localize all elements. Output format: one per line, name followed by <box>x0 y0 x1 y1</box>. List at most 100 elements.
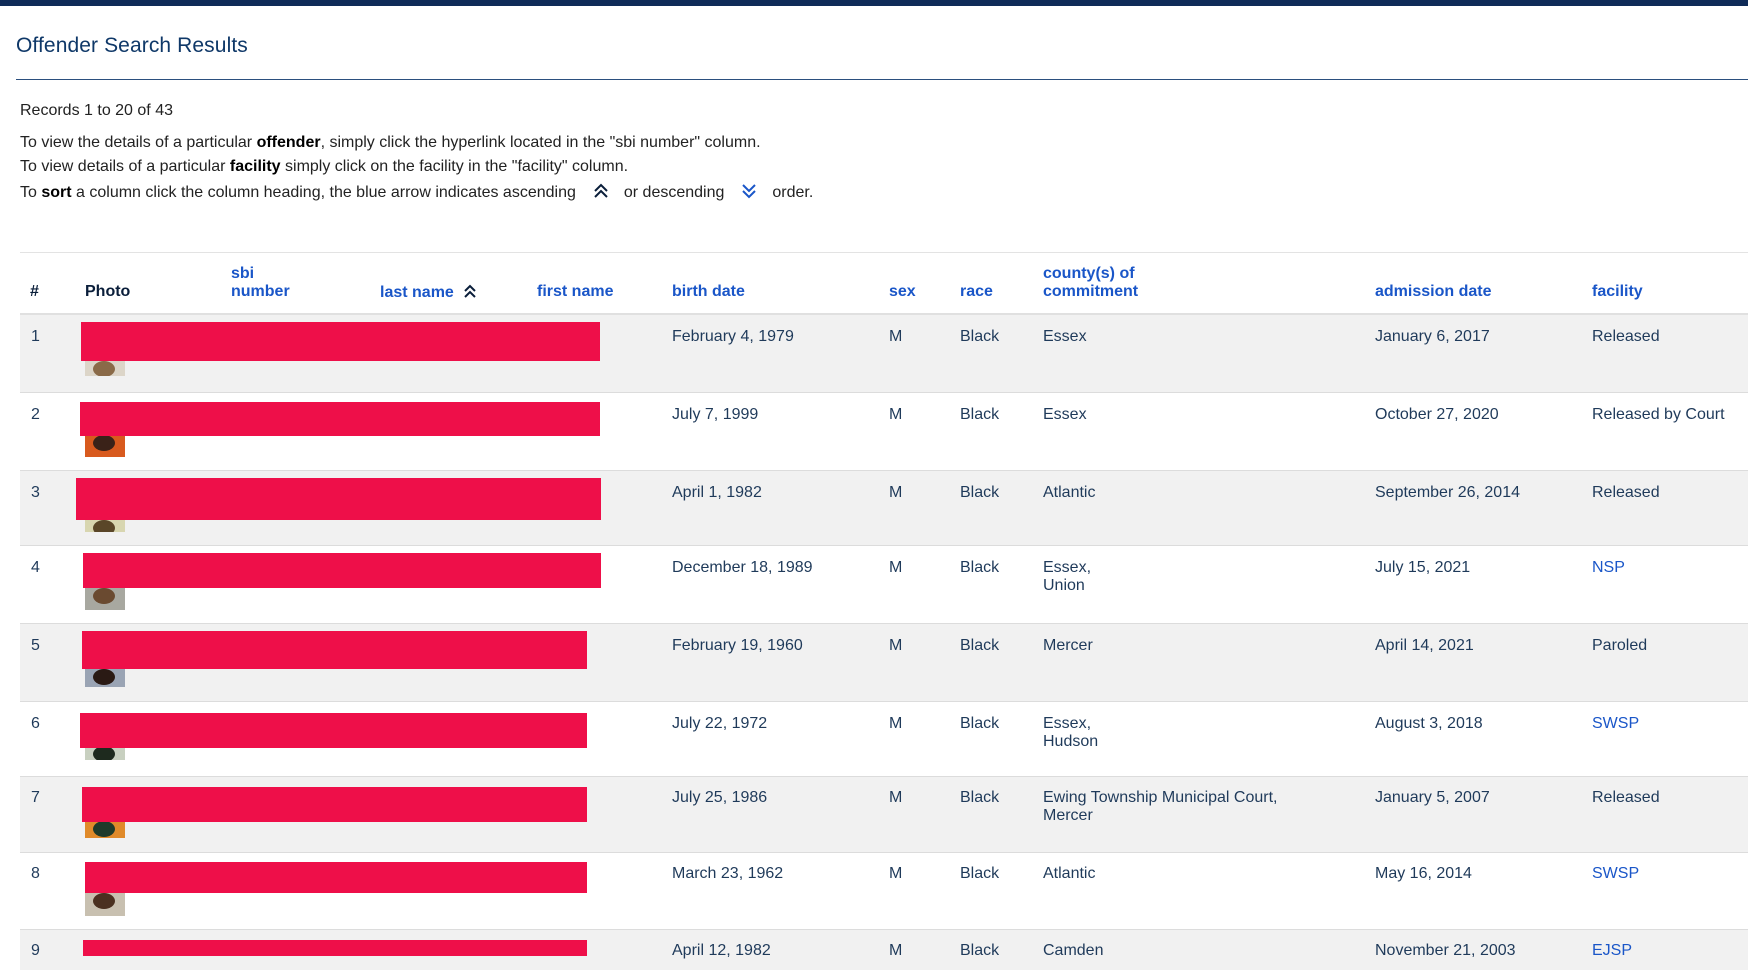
county-line: Ewing Township Municipal Court, <box>1043 789 1278 806</box>
table-top-divider <box>20 252 1748 253</box>
cell-county: Atlantic <box>1043 484 1095 502</box>
cell-county: Essex <box>1043 328 1087 346</box>
offender-photo[interactable] <box>85 586 125 610</box>
instruction-facility: To view details of a particular facility… <box>20 158 628 176</box>
cell-county: Ewing Township Municipal Court, Mercer <box>1043 789 1277 825</box>
offender-photo[interactable] <box>85 821 125 838</box>
county-line: Mercer <box>1043 807 1093 824</box>
county-line: Essex <box>1043 406 1087 423</box>
county-line: Essex <box>1043 328 1087 345</box>
cell-birth-date: July 25, 1986 <box>672 789 768 806</box>
col-header-sex[interactable]: sex <box>889 283 916 300</box>
cell-facility: Released <box>1592 328 1660 345</box>
col-header-label: commitment <box>1043 283 1139 300</box>
cell-birth-date: April 12, 1982 <box>672 942 771 959</box>
cell-birth-date: February 4, 1979 <box>672 328 794 345</box>
col-header-facility[interactable]: facility <box>1592 283 1643 300</box>
double-chevron-down-icon <box>740 182 758 200</box>
instruction-text: simply click on the facility in the "fac… <box>280 158 629 175</box>
cell-race: Black <box>960 637 1000 654</box>
col-header-sbi-number[interactable]: sbi number <box>231 265 290 301</box>
redaction-bar <box>80 402 600 436</box>
cell-county: Essex <box>1043 406 1087 424</box>
cell-race: Black <box>960 865 1000 882</box>
table-row: 4 December 18, 1989 M Black Essex, Union … <box>20 546 1748 624</box>
records-count: Records 1 to 20 of 43 <box>20 102 173 119</box>
col-header-admission-date[interactable]: admission date <box>1375 283 1492 300</box>
offender-photo[interactable] <box>85 520 125 532</box>
cell-race: Black <box>960 715 1000 732</box>
title-divider <box>16 79 1748 80</box>
table-row: 6 July 22, 1972 M Black Essex, Hudson Aug… <box>20 702 1748 777</box>
county-line: Essex, <box>1043 559 1092 576</box>
col-header-last-name[interactable]: last name <box>380 283 478 302</box>
cell-admission-date: July 15, 2021 <box>1375 559 1471 576</box>
cell-facility-link[interactable]: EJSP <box>1592 942 1633 959</box>
county-line: Camden <box>1043 942 1104 959</box>
redaction-bar <box>82 787 587 822</box>
cell-number: 4 <box>31 559 40 576</box>
cell-race: Black <box>960 942 1000 959</box>
cell-number: 7 <box>31 789 40 806</box>
cell-county: Essex, Hudson <box>1043 715 1098 751</box>
cell-number: 9 <box>31 942 40 959</box>
offender-photo[interactable] <box>85 893 125 916</box>
county-line: Atlantic <box>1043 484 1096 501</box>
cell-sex: M <box>889 942 903 959</box>
col-header-county[interactable]: county(s) of commitment <box>1043 265 1138 301</box>
col-header-birth-date[interactable]: birth date <box>672 283 745 300</box>
sort-ascending-icon <box>462 283 478 299</box>
cell-sex: M <box>889 865 903 882</box>
cell-admission-date: August 3, 2018 <box>1375 715 1483 732</box>
redaction-bar <box>81 322 600 361</box>
cell-number: 3 <box>31 484 40 501</box>
cell-admission-date: May 16, 2014 <box>1375 865 1472 882</box>
table-header-divider <box>20 313 1748 315</box>
instruction-text: To view details of a particular <box>20 158 230 175</box>
cell-admission-date: January 5, 2007 <box>1375 789 1490 806</box>
county-line: Atlantic <box>1043 865 1096 882</box>
cell-facility-link[interactable]: SWSP <box>1592 865 1640 882</box>
table-row: 2 July 7, 1999 M Black Essex October 27,… <box>20 393 1748 471</box>
cell-facility: Paroled <box>1592 637 1648 654</box>
offender-photo[interactable] <box>85 359 125 376</box>
cell-sex: M <box>889 406 903 423</box>
cell-admission-date: September 26, 2014 <box>1375 484 1520 501</box>
cell-number: 8 <box>31 865 40 882</box>
cell-sex: M <box>889 789 903 806</box>
col-header-first-name[interactable]: first name <box>537 283 614 300</box>
top-brand-bar <box>0 0 1748 6</box>
cell-birth-date: December 18, 1989 <box>672 559 813 576</box>
instruction-bold: facility <box>229 158 281 175</box>
cell-facility: Released <box>1592 789 1660 806</box>
cell-facility-link[interactable]: NSP <box>1592 559 1625 576</box>
col-header-number: # <box>30 283 39 300</box>
instruction-bold: offender <box>256 134 321 151</box>
cell-race: Black <box>960 484 1000 501</box>
offender-photo[interactable] <box>85 669 125 687</box>
instruction-sort: To sort a column click the column headin… <box>20 182 813 202</box>
cell-county: Essex, Union <box>1043 559 1091 595</box>
offender-photo[interactable] <box>85 746 125 760</box>
cell-race: Black <box>960 559 1000 576</box>
cell-facility-link[interactable]: SWSP <box>1592 715 1640 732</box>
instruction-text: To view the details of a particular <box>20 134 257 151</box>
col-header-race[interactable]: race <box>960 283 993 300</box>
cell-admission-date: October 27, 2020 <box>1375 406 1499 423</box>
instruction-text: or descending <box>623 184 725 201</box>
cell-county: Camden <box>1043 942 1103 960</box>
col-header-label: number <box>231 283 290 300</box>
cell-county: Atlantic <box>1043 865 1095 883</box>
cell-admission-date: November 21, 2003 <box>1375 942 1516 959</box>
offender-photo[interactable] <box>85 435 125 457</box>
cell-sex: M <box>889 328 903 345</box>
redaction-bar <box>83 940 587 956</box>
instruction-text: , simply click the hyperlink located in … <box>320 134 761 151</box>
redaction-bar <box>76 478 601 520</box>
cell-birth-date: July 7, 1999 <box>672 406 759 423</box>
col-header-photo: Photo <box>85 283 131 300</box>
cell-sex: M <box>889 715 903 732</box>
cell-sex: M <box>889 637 903 654</box>
instruction-offender: To view the details of a particular offe… <box>20 134 761 152</box>
instruction-text: order. <box>772 184 814 201</box>
